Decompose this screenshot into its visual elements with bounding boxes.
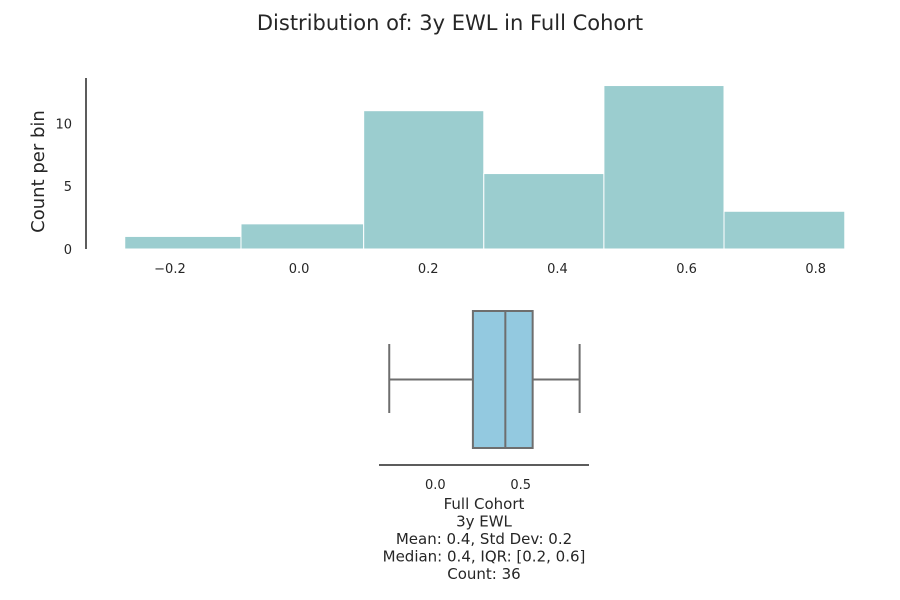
y-axis-title: Count per bin [28, 110, 49, 233]
x-tick-label: 0.6 [676, 262, 697, 277]
histogram-chart: 0 5 10 −0.2 0.0 0.2 0.4 0.6 0.8 Count per bin [28, 78, 846, 277]
histogram-bar-4 [603, 85, 725, 250]
histogram-bar-3 [483, 173, 605, 250]
box-x-tick-label: 0.0 [425, 478, 446, 493]
box-caption-line: Full Cohort [444, 495, 525, 513]
box-x-tick-label: 0.5 [510, 478, 531, 493]
y-tick-label: 5 [64, 180, 72, 195]
x-tick-label: 0.4 [547, 262, 568, 277]
x-tick-label: 0.8 [805, 262, 826, 277]
histogram-bar-1 [240, 223, 365, 250]
box-caption-line: Median: 0.4, IQR: [0.2, 0.6] [383, 548, 586, 566]
histogram-bar-2 [363, 110, 485, 250]
x-tick-label: 0.0 [289, 262, 310, 277]
box-caption-line: 3y EWL [456, 513, 512, 531]
box-caption-line: Count: 36 [447, 565, 520, 583]
y-tick-label: 10 [55, 117, 72, 132]
y-tick-label: 0 [64, 243, 72, 258]
chart-title: Distribution of: 3y EWL in Full Cohort [257, 11, 643, 35]
box-caption-line: Mean: 0.4, Std Dev: 0.2 [396, 530, 572, 548]
iqr-box [471, 310, 534, 449]
histogram-bar-5 [723, 210, 846, 250]
x-tick-label: 0.2 [418, 262, 439, 277]
histogram-bar-0 [124, 235, 242, 250]
x-tick-label: −0.2 [154, 262, 186, 277]
